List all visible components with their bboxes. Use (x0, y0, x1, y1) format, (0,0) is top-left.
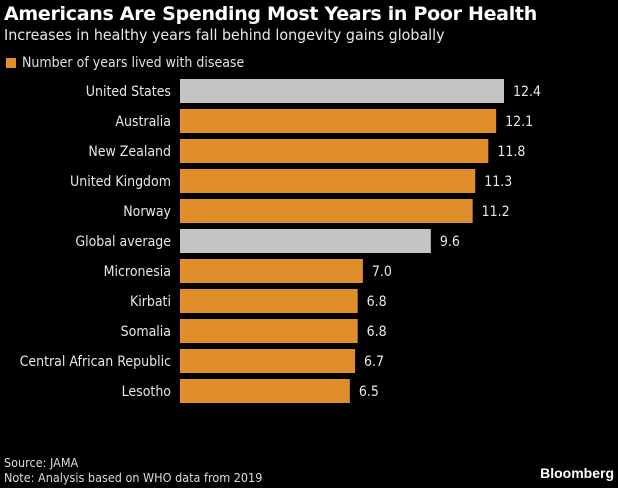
bar-australia (180, 109, 497, 133)
category-label: Central African Republic (20, 354, 171, 370)
value-label: 11.3 (484, 174, 512, 190)
category-label: United Kingdom (70, 174, 171, 190)
bar-micronesia (180, 259, 363, 283)
bar-norway (180, 199, 473, 223)
note-text: Note: Analysis based on WHO data from 20… (4, 470, 263, 485)
source-text: Source: JAMA (4, 455, 79, 470)
legend-label: Number of years lived with disease (22, 55, 245, 71)
value-label: 6.8 (367, 294, 387, 310)
category-label: Lesotho (122, 384, 171, 400)
category-label: Micronesia (104, 264, 171, 280)
value-label: 9.6 (440, 234, 460, 250)
bar-global-average (180, 229, 431, 253)
bloomberg-logo: Bloomberg (540, 465, 614, 481)
legend: Number of years lived with disease (6, 55, 269, 71)
bar-somalia (180, 319, 358, 343)
bar-united-kingdom (180, 169, 476, 193)
category-label: Norway (123, 204, 171, 220)
footer: Source: JAMA Note: Analysis based on WHO… (4, 455, 262, 485)
category-label: Kirbati (130, 294, 171, 310)
category-label: Global average (75, 234, 171, 250)
value-label: 11.8 (497, 144, 525, 160)
value-label: 12.1 (505, 114, 533, 130)
value-label: 12.4 (513, 84, 541, 100)
legend-swatch (6, 58, 16, 68)
bar-kirbati (180, 289, 358, 313)
value-label: 7.0 (372, 264, 392, 280)
value-label: 6.8 (367, 324, 387, 340)
bar-lesotho (180, 379, 350, 403)
category-label: Australia (115, 114, 171, 130)
bar-central-african-republic (180, 349, 356, 373)
value-label: 11.2 (482, 204, 510, 220)
chart-subtitle: Increases in healthy years fall behind l… (4, 26, 445, 44)
value-label: 6.7 (364, 354, 384, 370)
category-label: Somalia (121, 324, 171, 340)
bar-new-zealand (180, 139, 489, 163)
category-label: United States (86, 84, 171, 100)
value-label: 6.5 (359, 384, 379, 400)
chart-title: Americans Are Spending Most Years in Poo… (4, 3, 537, 25)
bar-united-states (180, 79, 504, 103)
category-label: New Zealand (88, 144, 171, 160)
